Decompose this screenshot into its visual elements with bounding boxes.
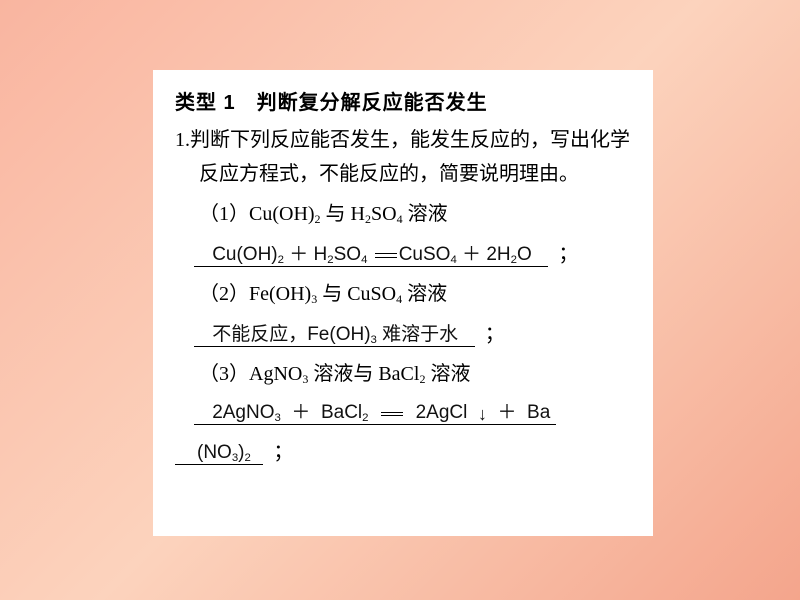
equals-icon [379, 404, 405, 423]
equals-icon [373, 245, 399, 264]
item-1-answer: Cu(OH)2 ＋ H2SO4 CuSO4 ＋ 2H2O [194, 244, 548, 267]
item-2-answer: 不能反应，Fe(OH)3 难溶于水 [194, 324, 475, 347]
item-3-label: （3）AgNO3 溶液与 BaCl2 溶液 [199, 355, 633, 393]
item-3-answer-row1: 2AgNO3 ＋ BaCl2 2AgCl ↓ ＋ Ba [194, 395, 633, 431]
section-title: 类型 1 判断复分解反应能否发生 [175, 86, 633, 115]
content-card: 类型 1 判断复分解反应能否发生 1.判断下列反应能否发生，能发生反应的，写出化… [153, 70, 653, 536]
item-2-semi: ； [485, 323, 505, 345]
item-1-semi: ； [558, 243, 578, 265]
item-2-label: （2）Fe(OH)3 与 CuSO4 溶液 [199, 275, 633, 313]
item-3-answer-part2: (NO3)2 [175, 442, 263, 465]
item-3-semi: ； [273, 441, 293, 463]
item-3-answer-part1: 2AgNO3 ＋ BaCl2 2AgCl ↓ ＋ Ba [194, 402, 556, 425]
item-3-answer-row2: (NO3)2 ； [175, 433, 633, 471]
question-line2: 反应方程式，不能反应的，简要说明理由。 [199, 163, 579, 185]
question-stem: 1.判断下列反应能否发生，能发生反应的，写出化学 反应方程式，不能反应的，简要说… [175, 123, 633, 191]
item-1-label: （1）Cu(OH)2 与 H2SO4 溶液 [199, 195, 633, 233]
question-line1: 判断下列反应能否发生，能发生反应的，写出化学 [190, 129, 630, 151]
item-1-answer-row: Cu(OH)2 ＋ H2SO4 CuSO4 ＋ 2H2O ； [194, 235, 633, 273]
item-2-answer-row: 不能反应，Fe(OH)3 难溶于水 ； [194, 315, 633, 353]
question-number: 1. [175, 129, 190, 151]
